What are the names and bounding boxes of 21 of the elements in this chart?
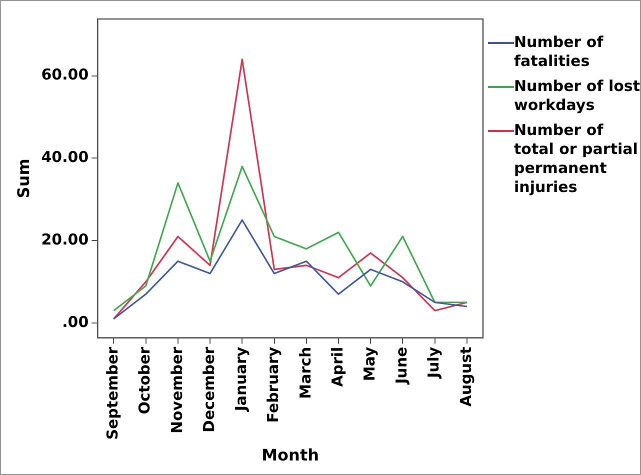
legend-label: Number of total or partial permanent injuries — [514, 121, 639, 197]
x-tick-label: February — [264, 346, 282, 423]
x-tick-label: March — [296, 346, 314, 399]
x-tick-label: July — [424, 346, 443, 379]
legend-label: Number of fatalities — [514, 33, 604, 71]
y-tick-label: 40.00 — [41, 148, 89, 166]
y-tick-label: 60.00 — [41, 66, 89, 84]
x-axis-title: Month — [262, 446, 319, 465]
y-axis-title: Sum — [14, 158, 33, 198]
x-tick-label: May — [360, 346, 378, 382]
x-tick-label: April — [328, 346, 346, 387]
x-tick-label: September — [104, 346, 122, 440]
x-tick-label: June — [392, 346, 411, 385]
x-tick-label: December — [200, 346, 218, 432]
y-tick-label: 20.00 — [41, 230, 89, 248]
legend-label: Number of lost workdays — [514, 77, 640, 115]
x-tick-label: October — [136, 346, 154, 414]
x-tick-label: August — [456, 346, 475, 407]
x-tick-label: January — [232, 346, 250, 412]
y-tick-label: .00 — [62, 312, 89, 331]
x-tick-label: November — [168, 346, 186, 434]
